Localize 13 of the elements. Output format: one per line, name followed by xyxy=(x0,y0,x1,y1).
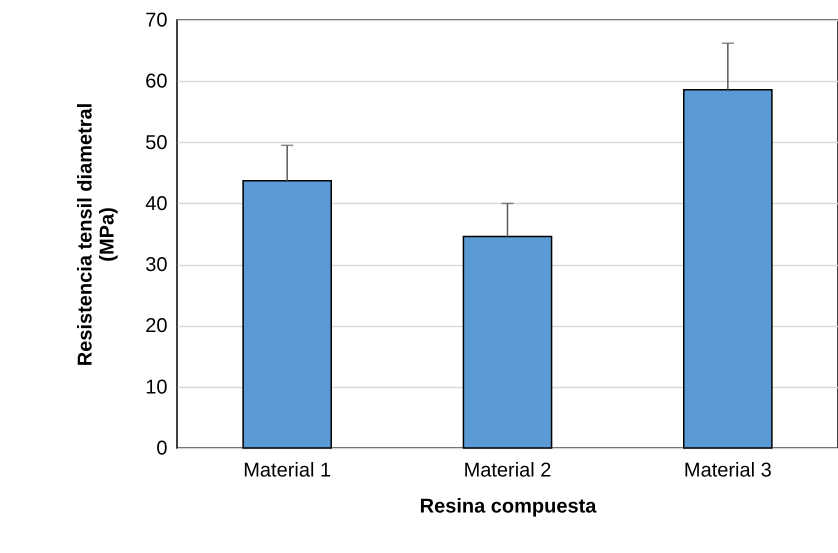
x-tick-label: Material 2 xyxy=(464,460,552,482)
y-tick-label: 0 xyxy=(156,438,168,460)
y-axis-title: Resistencia tensil diametral (MPa) xyxy=(74,102,118,366)
x-tick-label: Material 3 xyxy=(684,460,772,482)
y-tick-label: 60 xyxy=(145,70,168,93)
y-tick-label: 10 xyxy=(145,376,168,398)
x-axis-title: Resina compuesta xyxy=(420,496,598,518)
y-tick-label: 30 xyxy=(145,254,168,276)
y-tick-label: 50 xyxy=(145,132,168,154)
y-tick-label: 40 xyxy=(145,192,168,215)
x-tick-label: Material 1 xyxy=(243,460,332,482)
y-tick-label: 70 xyxy=(145,10,168,32)
y-tick-label: 20 xyxy=(145,315,168,338)
